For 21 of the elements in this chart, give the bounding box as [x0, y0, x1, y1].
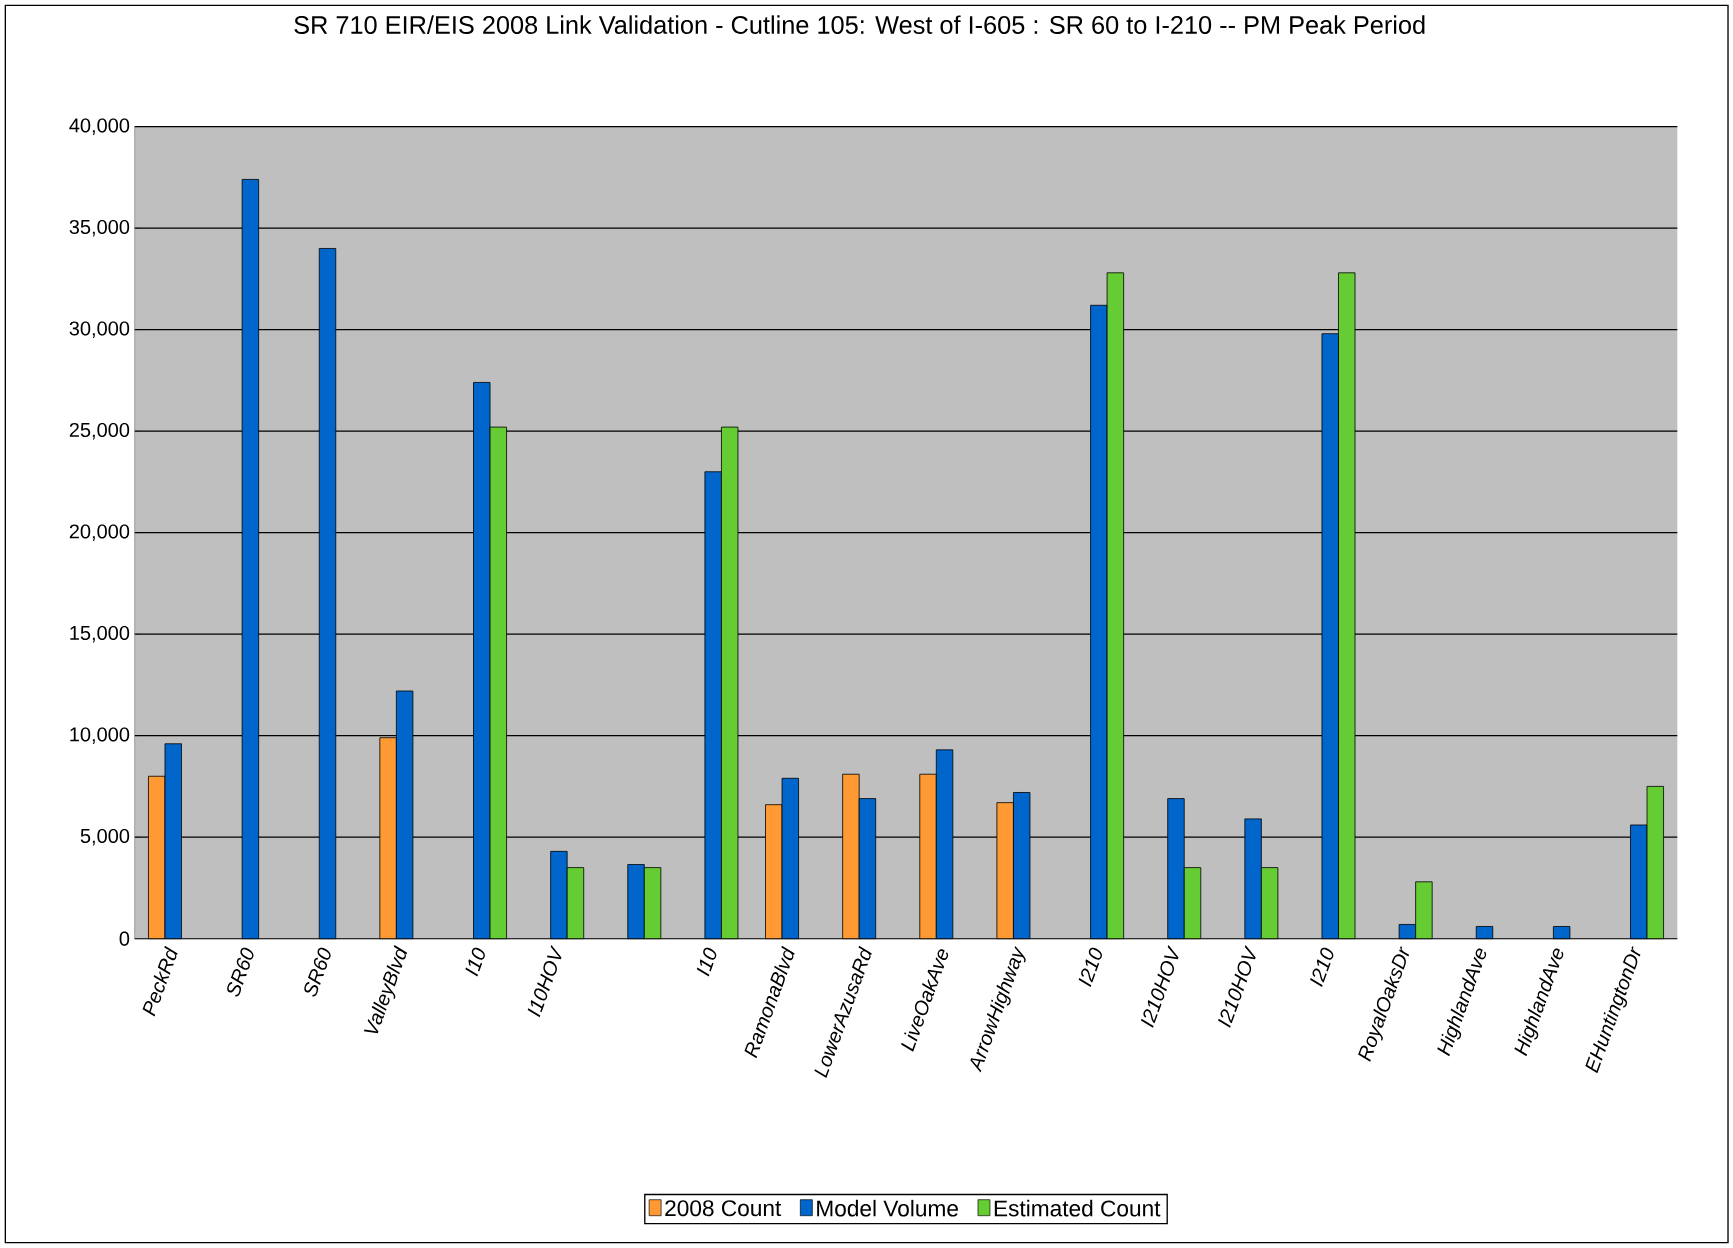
- y-tick-label: 40,000: [69, 118, 130, 135]
- y-tick-label: 25,000: [69, 422, 130, 440]
- bar: [1475, 926, 1494, 940]
- x-tick-label: I210: [1310, 947, 1334, 987]
- x-tick-label: I10: [696, 947, 717, 977]
- x-tick-label: SR60: [304, 947, 331, 997]
- y-tick-label: 15,000: [70, 625, 130, 643]
- legend-label: 2008 Count: [665, 1200, 782, 1217]
- legend-label: Model Volume: [817, 1199, 958, 1217]
- x-tick-label: SR60: [227, 947, 254, 997]
- y-tick-label: 10,000: [70, 727, 130, 744]
- bar: [1552, 926, 1571, 940]
- y-tick-label: 35,000: [69, 219, 130, 237]
- y-tick-label: 0: [119, 931, 130, 946]
- legend-label: Estimated Count: [994, 1199, 1161, 1217]
- y-tick-label: 20,000: [69, 524, 130, 541]
- x-tick-label: I10: [465, 947, 485, 977]
- chart-title: SR 710 EIR/EIS 2008 Link Validation - Cutline 105: West of I-605 : SR 60 to I-210 -- PM Peak Period: [294, 15, 1425, 34]
- x-tick-label: I210: [1078, 947, 1102, 987]
- y-tick-label: 5,000: [80, 828, 130, 846]
- y-tick-label: 30,000: [69, 321, 130, 338]
